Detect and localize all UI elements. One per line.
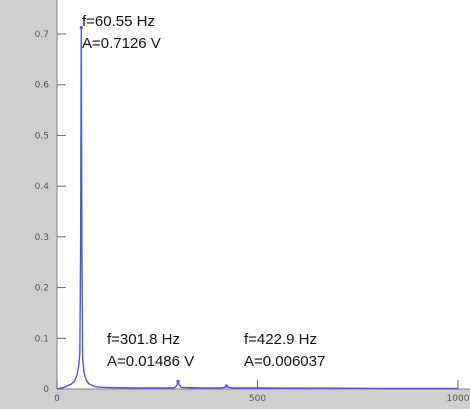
y-tick-label: 0.7 — [35, 30, 49, 40]
plot-area — [57, 0, 470, 389]
x-tick-label: 1000 — [447, 394, 470, 404]
y-tick-label: 0.6 — [35, 81, 50, 91]
peak-frequency-label: f=301.8 Hz — [107, 331, 180, 348]
peak-amplitude-label: A=0.01486 V — [107, 353, 194, 370]
y-tick-label: 0.4 — [35, 182, 50, 192]
peak-amplitude-label: A=0.7126 V — [82, 35, 161, 52]
peak-frequency-label: f=422.9 Hz — [244, 331, 317, 348]
peak-annotation: f=60.55 Hz A=0.7126 V — [79, 13, 161, 52]
y-tick-label: 0.3 — [35, 233, 49, 243]
series-layer — [56, 26, 458, 390]
peak-marker — [79, 26, 83, 30]
y-tick-label: 0 — [43, 385, 49, 395]
peak-marker — [224, 384, 229, 388]
annotation-layer: f=60.55 Hz A=0.7126 V f=301.8 Hz A=0.01486 … — [79, 13, 325, 388]
peak-annotation: f=301.8 Hz A=0.01486 V — [107, 331, 194, 384]
x-tick-label: 500 — [249, 394, 266, 404]
peak-annotation: f=422.9 Hz A=0.006037 — [224, 331, 325, 388]
x-tick-label: 0 — [54, 394, 60, 404]
peak-amplitude-label: A=0.006037 — [244, 353, 325, 370]
y-axis: 0 0.1 0.2 0.3 0.4 0.5 0.6 0.7 — [35, 0, 66, 395]
y-tick-label: 0.5 — [35, 131, 49, 141]
y-tick-label: 0.2 — [35, 284, 49, 294]
peak-marker — [176, 379, 180, 384]
peak-frequency-label: f=60.55 Hz — [82, 13, 155, 30]
series-line — [56, 26, 458, 390]
y-tick-label: 0.1 — [35, 334, 49, 344]
